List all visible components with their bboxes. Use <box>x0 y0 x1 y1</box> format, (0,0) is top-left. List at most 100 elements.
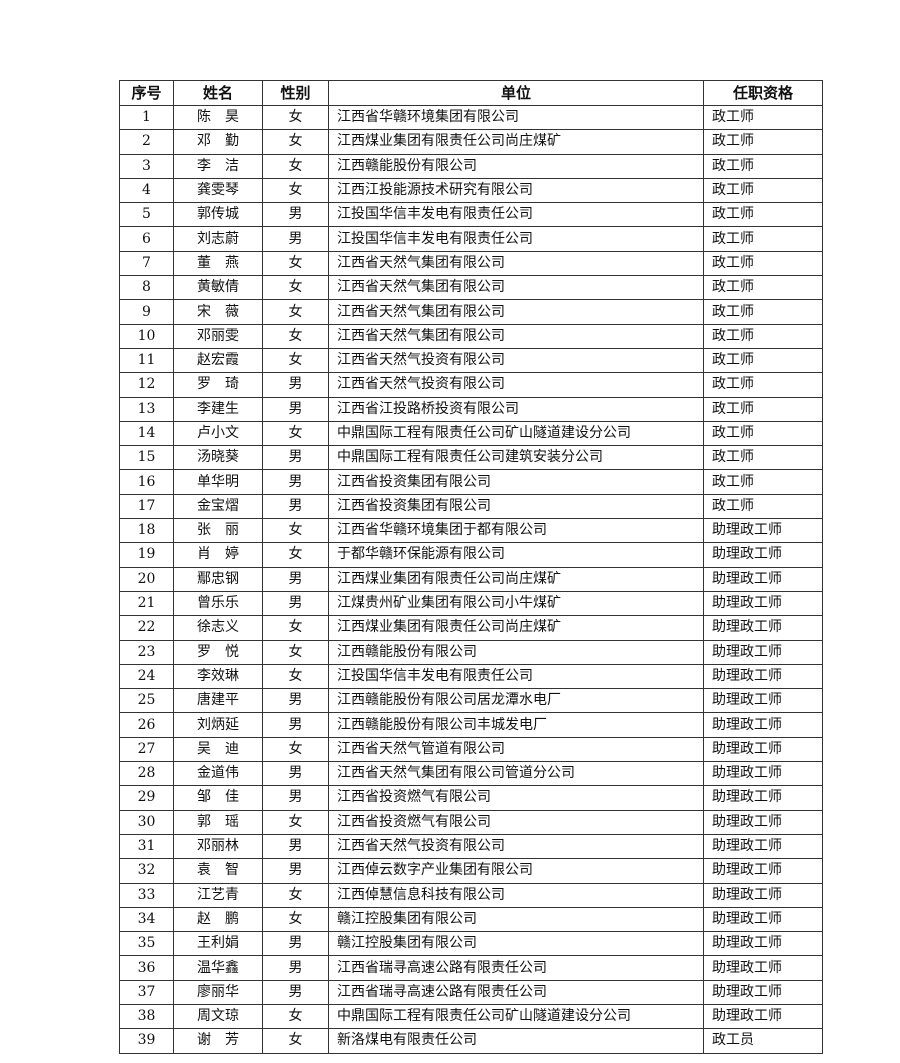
qualification-cell: 政工师 <box>703 299 823 325</box>
name-cell: 袁 智 <box>173 858 263 884</box>
index-cell: 11 <box>119 347 174 374</box>
unit-cell: 江西省天然气集团有限公司 <box>328 250 704 277</box>
gender-cell: 女 <box>262 906 329 933</box>
name-cell: 金宝熠 <box>173 493 263 520</box>
index-cell: 27 <box>119 736 174 763</box>
name-cell: 江艺青 <box>173 882 263 908</box>
table-row: 17 金宝熠男江西省投资集团有限公司 政工师 <box>119 493 823 520</box>
gender-cell: 男 <box>262 712 329 738</box>
table-row: 37 廖丽华男江西省瑞寻高速公路有限责任公司 助理政工师 <box>119 979 823 1005</box>
table-row: 35 王利娟男赣江控股集团有限公司 助理政工师 <box>119 931 823 957</box>
index-cell: 24 <box>119 663 174 690</box>
gender-cell: 女 <box>262 177 329 204</box>
gender-cell: 女 <box>262 420 329 447</box>
gender-cell: 男 <box>262 445 329 471</box>
unit-cell: 江投国华信丰发电有限责任公司 <box>328 226 704 252</box>
gender-cell: 男 <box>262 955 329 981</box>
table-row: 38 周文琼女中鼎国际工程有限责任公司矿山隧道建设分公司 助理政工师 <box>119 1003 823 1030</box>
gender-cell: 男 <box>262 493 329 520</box>
qualification-cell: 助理政工师 <box>703 590 823 617</box>
unit-cell: 中鼎国际工程有限责任公司矿山隧道建设分公司 <box>328 1003 704 1030</box>
gender-cell: 女 <box>262 1028 329 1054</box>
gender-cell: 男 <box>262 761 329 787</box>
index-cell: 1 <box>119 104 174 131</box>
table-row: 39 谢 芳女新洛煤电有限责任公司 政工员 <box>119 1028 823 1054</box>
name-cell: 卢小文 <box>173 420 263 447</box>
unit-cell: 江西省天然气管道有限公司 <box>328 736 704 763</box>
qualification-cell: 助理政工师 <box>703 882 823 908</box>
gender-cell: 女 <box>262 663 329 690</box>
qualification-cell: 助理政工师 <box>703 858 823 884</box>
name-cell: 罗 琦 <box>173 372 263 398</box>
qualification-cell: 助理政工师 <box>703 736 823 763</box>
table-row: 8 黄敏倩女江西省天然气集团有限公司 政工师 <box>119 275 823 301</box>
index-cell: 2 <box>119 129 174 155</box>
index-cell: 13 <box>119 396 174 422</box>
name-cell: 李效琳 <box>173 663 263 690</box>
table-row: 6 刘志蔚男江投国华信丰发电有限责任公司 政工师 <box>119 226 823 252</box>
unit-cell: 江西赣能股份有限公司 <box>328 153 704 179</box>
qualification-cell: 政工师 <box>703 177 823 204</box>
gender-cell: 女 <box>262 153 329 179</box>
unit-cell: 江西省投资集团有限公司 <box>328 493 704 520</box>
qualification-cell: 政工师 <box>703 347 823 374</box>
unit-cell: 江西省瑞寻高速公路有限责任公司 <box>328 979 704 1005</box>
unit-cell: 江投国华信丰发电有限责任公司 <box>328 663 704 690</box>
qualification-cell: 助理政工师 <box>703 1003 823 1030</box>
name-cell: 陈 昊 <box>173 104 263 131</box>
unit-cell: 于都华赣环保能源有限公司 <box>328 542 704 568</box>
qualification-cell: 助理政工师 <box>703 809 823 835</box>
name-cell: 温华鑫 <box>173 955 263 981</box>
index-cell: 39 <box>119 1028 174 1054</box>
index-cell: 10 <box>119 323 174 349</box>
table-row: 14 卢小文女中鼎国际工程有限责任公司矿山隧道建设分公司 政工师 <box>119 420 823 447</box>
name-cell: 廖丽华 <box>173 979 263 1005</box>
unit-cell: 江西省瑞寻高速公路有限责任公司 <box>328 955 704 981</box>
header-gender: 性别 <box>262 80 329 106</box>
unit-cell: 江西煤业集团有限责任公司尚庄煤矿 <box>328 566 704 592</box>
qualification-cell: 政工师 <box>703 396 823 422</box>
table-row: 11 赵宏霞女江西省天然气投资有限公司 政工师 <box>119 347 823 374</box>
qualification-cell: 助理政工师 <box>703 615 823 641</box>
qualification-cell: 助理政工师 <box>703 955 823 981</box>
table-row: 34 赵 鹏女赣江控股集团有限公司 助理政工师 <box>119 906 823 933</box>
name-cell: 郭传城 <box>173 202 263 228</box>
header-qualification: 任职资格 <box>703 80 823 106</box>
index-cell: 6 <box>119 226 174 252</box>
gender-cell: 女 <box>262 1003 329 1030</box>
table-row: 36 温华鑫男江西省瑞寻高速公路有限责任公司 助理政工师 <box>119 955 823 981</box>
name-cell: 邓丽林 <box>173 833 263 860</box>
qualification-cell: 助理政工师 <box>703 712 823 738</box>
header-row: 序号 姓名 性别 单位 任职资格 <box>119 80 823 106</box>
unit-cell: 江煤贵州矿业集团有限公司小牛煤矿 <box>328 590 704 617</box>
name-cell: 刘炳延 <box>173 712 263 738</box>
gender-cell: 女 <box>262 275 329 301</box>
gender-cell: 女 <box>262 323 329 349</box>
name-cell: 董 燕 <box>173 250 263 277</box>
table-row: 22 徐志义女江西煤业集团有限责任公司尚庄煤矿 助理政工师 <box>119 615 823 641</box>
name-cell: 黄敏倩 <box>173 275 263 301</box>
index-cell: 4 <box>119 177 174 204</box>
index-cell: 7 <box>119 250 174 277</box>
name-cell: 肖 婷 <box>173 542 263 568</box>
unit-cell: 江西倬云数字产业集团有限公司 <box>328 858 704 884</box>
table-row: 23 罗 悦女江西赣能股份有限公司 助理政工师 <box>119 639 823 665</box>
gender-cell: 男 <box>262 226 329 252</box>
index-cell: 25 <box>119 688 174 714</box>
unit-cell: 江西省天然气投资有限公司 <box>328 372 704 398</box>
unit-cell: 江西省天然气集团有限公司 <box>328 323 704 349</box>
name-cell: 徐志义 <box>173 615 263 641</box>
table-row: 15 汤晓葵男中鼎国际工程有限责任公司建筑安装分公司 政工师 <box>119 445 823 471</box>
index-cell: 17 <box>119 493 174 520</box>
qualification-cell: 政工师 <box>703 226 823 252</box>
qualification-cell: 政工员 <box>703 1028 823 1054</box>
name-cell: 谢 芳 <box>173 1028 263 1054</box>
name-cell: 赵 鹏 <box>173 906 263 933</box>
qualification-cell: 助理政工师 <box>703 518 823 544</box>
unit-cell: 江西省投资燃气有限公司 <box>328 809 704 835</box>
table-row: 33 江艺青女江西倬慧信息科技有限公司 助理政工师 <box>119 882 823 908</box>
name-cell: 周文琼 <box>173 1003 263 1030</box>
unit-cell: 新洛煤电有限责任公司 <box>328 1028 704 1054</box>
